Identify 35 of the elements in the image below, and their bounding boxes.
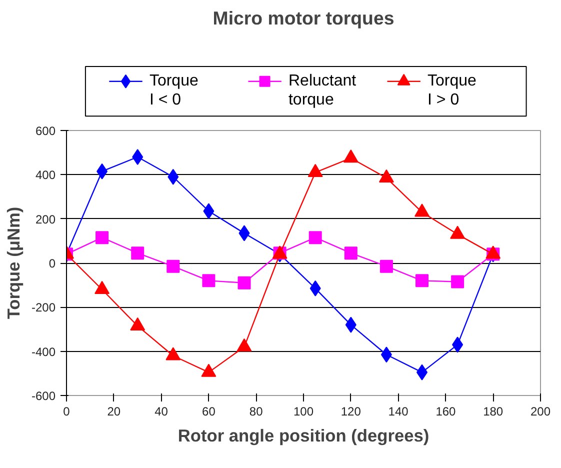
y-tick-label: 0 bbox=[48, 256, 56, 270]
legend-label: Torque I > 0 bbox=[428, 72, 477, 108]
y-axis-title: Torque (μNm) bbox=[3, 206, 24, 320]
x-tick-label: 40 bbox=[154, 404, 168, 418]
x-tick-label: 120 bbox=[340, 404, 362, 418]
y-tick-label: 400 bbox=[35, 168, 56, 182]
x-tick-label: 80 bbox=[249, 404, 264, 418]
x-tick-label: 0 bbox=[63, 404, 70, 418]
point bbox=[308, 231, 322, 244]
legend-label: Torque I < 0 bbox=[149, 72, 198, 108]
point bbox=[238, 276, 251, 290]
point bbox=[132, 149, 144, 165]
y-tick-label: -200 bbox=[31, 300, 56, 315]
point bbox=[96, 231, 109, 244]
x-axis-title: Rotor angle position (degrees) bbox=[178, 426, 430, 446]
x-tick-label: 160 bbox=[436, 404, 456, 418]
y-tick-label: -400 bbox=[31, 344, 56, 359]
point bbox=[131, 246, 144, 260]
chart-title: Micro motor torques bbox=[212, 8, 394, 28]
point bbox=[344, 246, 358, 260]
y-tick-label: 600 bbox=[35, 124, 56, 138]
point bbox=[202, 274, 216, 288]
x-tick-label: 100 bbox=[293, 404, 314, 418]
x-tick-label: 60 bbox=[202, 404, 216, 418]
x-tick-label: 20 bbox=[107, 404, 121, 418]
point bbox=[380, 260, 393, 273]
point bbox=[166, 260, 180, 273]
y-tick-label: 200 bbox=[35, 212, 56, 226]
x-tick-label: 200 bbox=[530, 404, 551, 418]
x-tick-label: 180 bbox=[483, 404, 504, 418]
point bbox=[416, 274, 428, 288]
point bbox=[451, 275, 464, 288]
y-tick-label: -600 bbox=[31, 389, 56, 403]
legend-label: Reluctant torque bbox=[288, 72, 357, 108]
x-tick-label: 140 bbox=[388, 404, 409, 418]
